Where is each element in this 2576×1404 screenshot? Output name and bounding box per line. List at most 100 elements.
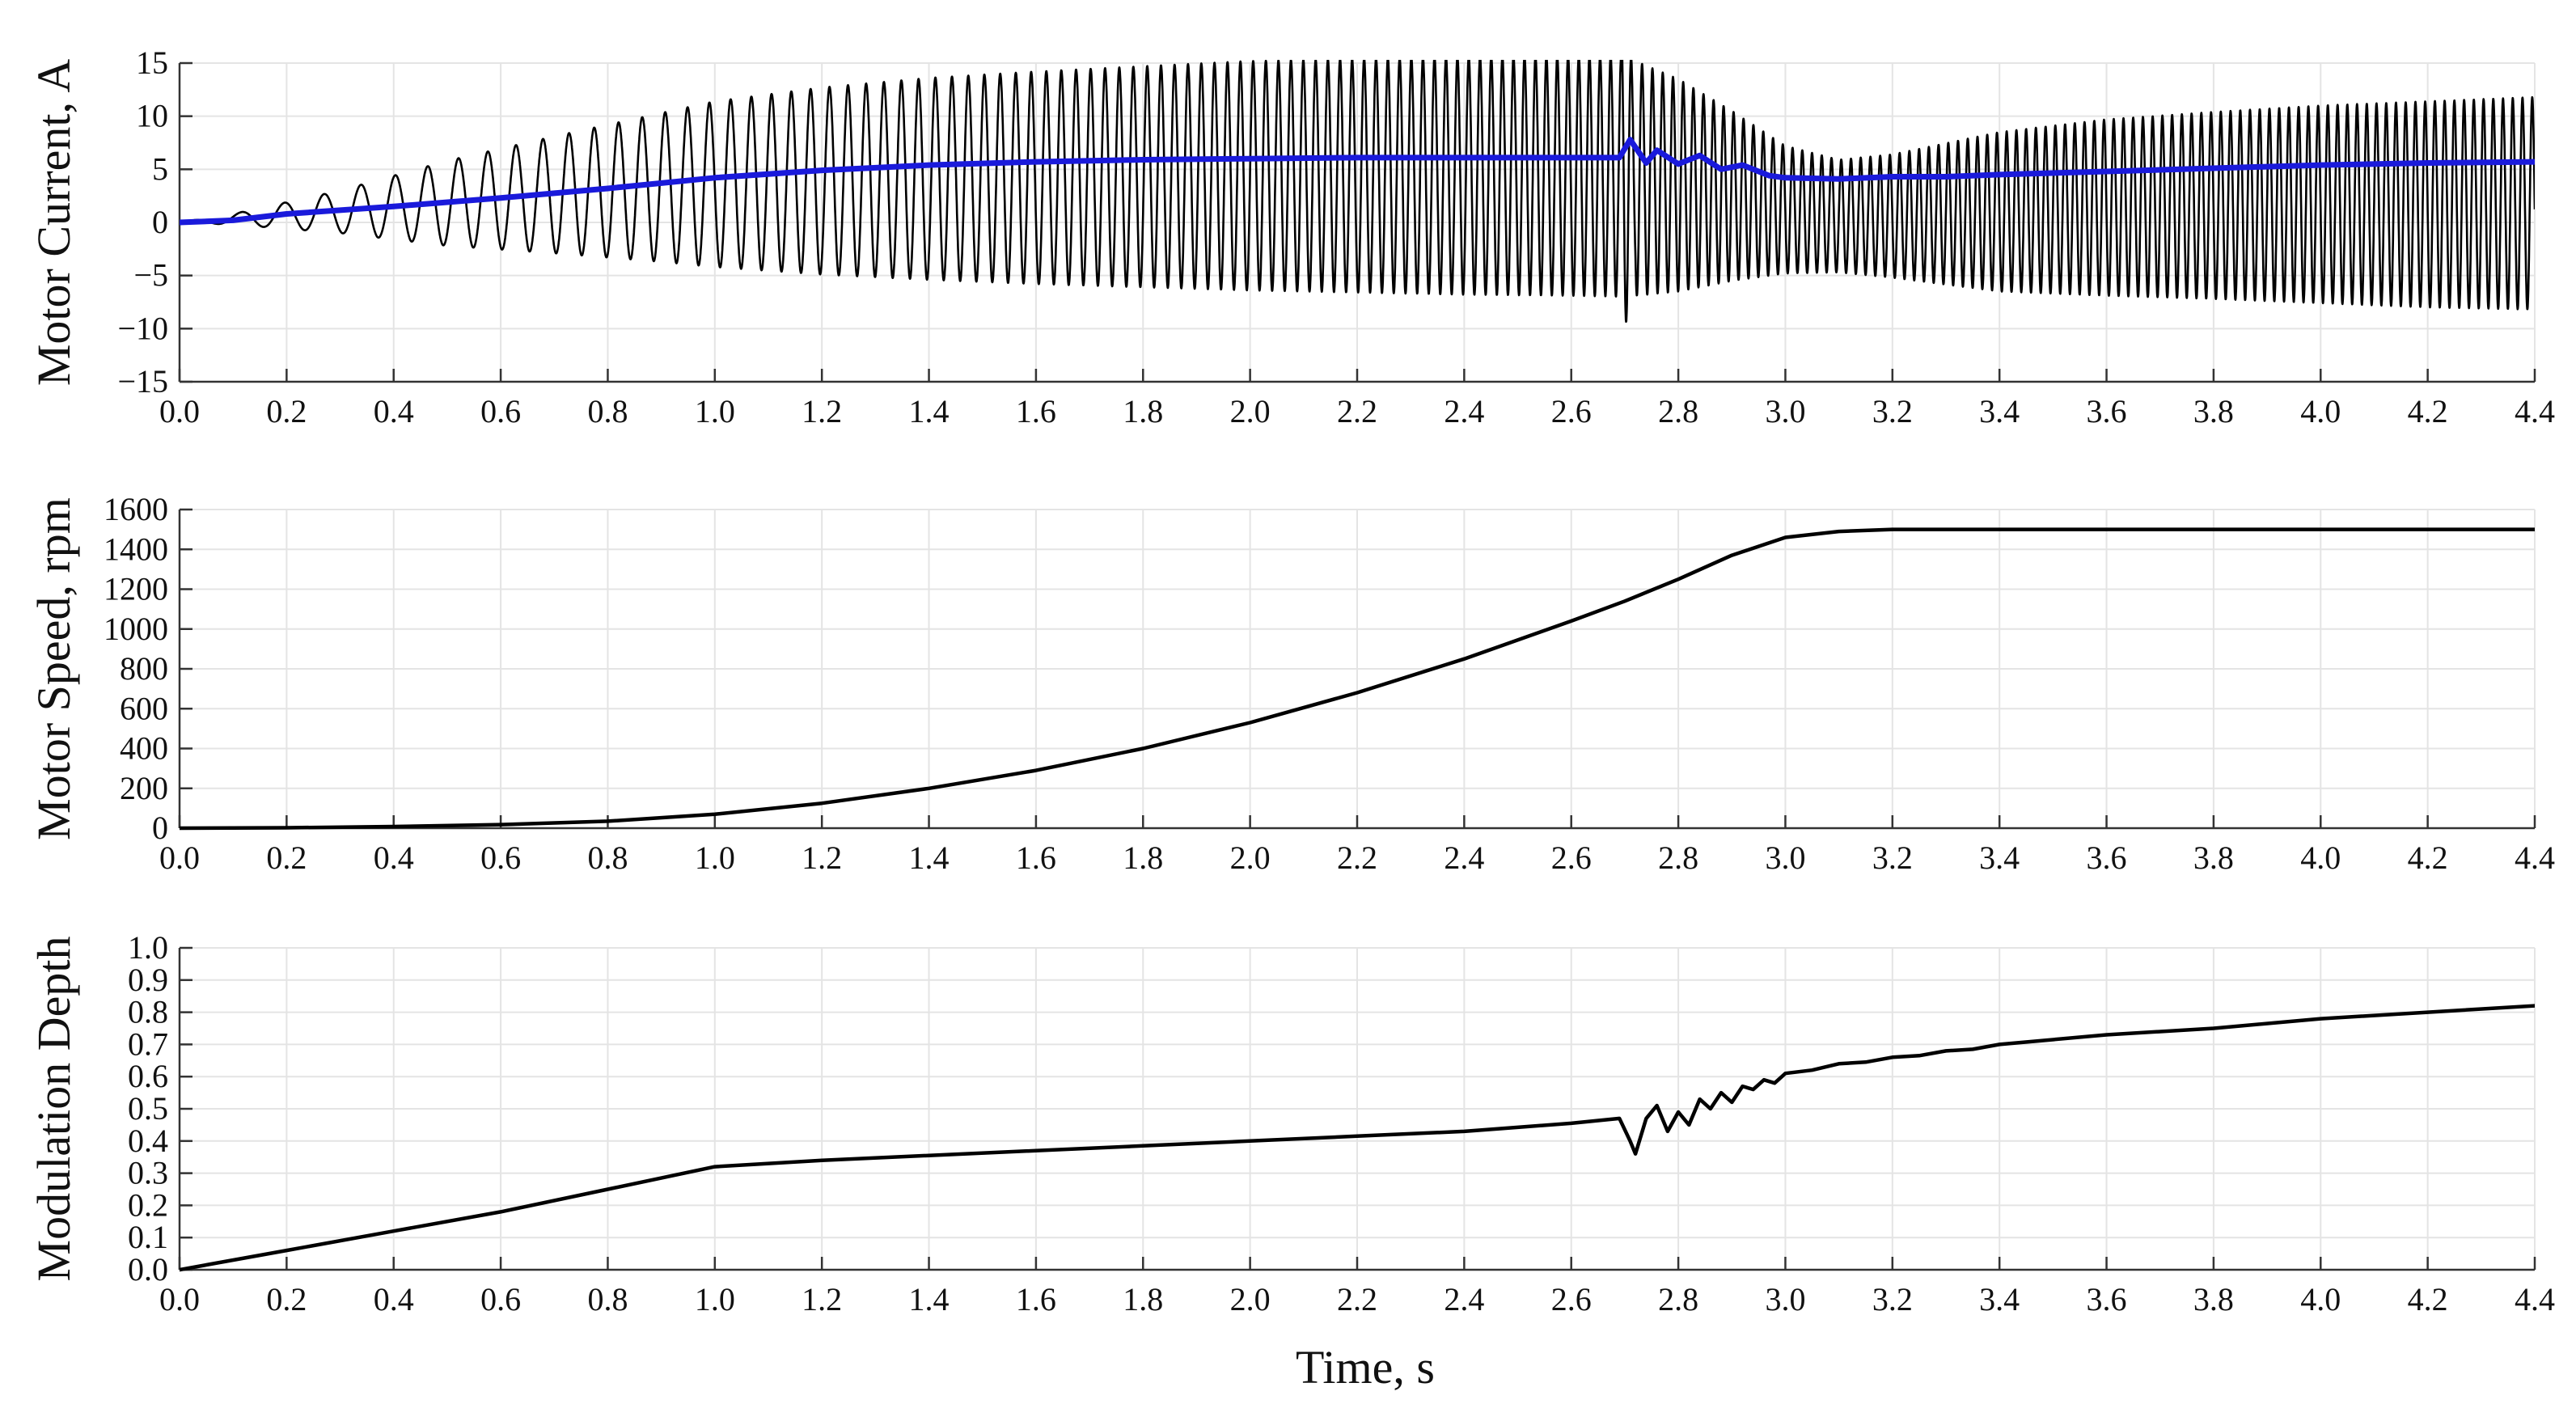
modulation-y-tick-label: 0.1 xyxy=(128,1219,168,1255)
current-x-tick-label: 1.6 xyxy=(1016,393,1056,429)
speed-y-axis-title: Motor Speed, rpm xyxy=(27,497,80,840)
current-y-axis-title: Motor Current, A xyxy=(27,59,80,386)
speed-x-tick-label: 2.8 xyxy=(1658,839,1698,876)
speed-series-group xyxy=(180,527,2535,831)
speed-x-tick-label: 2.6 xyxy=(1551,839,1592,876)
modulation-x-tick-label: 2.4 xyxy=(1444,1281,1484,1317)
modulation-x-tick-label: 3.8 xyxy=(2193,1281,2234,1317)
current-x-tick-label: 3.6 xyxy=(2087,393,2127,429)
speed-x-tick-label: 0.0 xyxy=(159,839,200,876)
modulation-x-tick-label: 0.8 xyxy=(587,1281,628,1317)
current-x-tick-label: 3.0 xyxy=(1765,393,1805,429)
current-x-tick-label: 2.6 xyxy=(1551,393,1592,429)
modulation-x-tick-label: 4.2 xyxy=(2408,1281,2448,1317)
current-x-tick-label: 3.2 xyxy=(1872,393,1913,429)
modulation-x-tick-label: 1.4 xyxy=(909,1281,950,1317)
modulation-x-tick-label: 2.2 xyxy=(1337,1281,1377,1317)
current-x-tick-label: 0.4 xyxy=(374,393,414,429)
current-y-tick-label: 5 xyxy=(152,150,168,187)
speed-y-tick-label: 1200 xyxy=(104,571,168,607)
speed-x-tick-label: 0.8 xyxy=(587,839,628,876)
current-x-tick-label: 4.4 xyxy=(2515,393,2555,429)
current-x-tick-label: 2.4 xyxy=(1444,393,1484,429)
speed-x-tick-label: 1.2 xyxy=(802,839,842,876)
current-x-tick-label: 3.4 xyxy=(1979,393,2020,429)
speed-y-tick-label: 800 xyxy=(120,650,168,687)
speed-y-tick-label: 200 xyxy=(120,770,168,806)
modulation-x-tick-label: 3.4 xyxy=(1979,1281,2020,1317)
current-series-current-magnitude xyxy=(180,137,2535,226)
current-y-tick-label: −15 xyxy=(117,363,168,400)
speed-y-tick-label: 400 xyxy=(120,730,168,767)
modulation-y-tick-label: 0.5 xyxy=(128,1090,168,1127)
current-x-tick-label: 2.0 xyxy=(1230,393,1271,429)
current-series-phase-current xyxy=(180,60,2535,324)
current-y-tick-label: −10 xyxy=(117,310,168,346)
modulation-y-tick-label: 0.9 xyxy=(128,962,168,998)
modulation-y-tick-label: 0.4 xyxy=(128,1123,168,1159)
modulation-y-axis-title: Modulation Depth xyxy=(27,937,80,1282)
current-series-group xyxy=(180,60,2535,324)
speed-x-tick-label: 3.6 xyxy=(2087,839,2127,876)
speed-panel: 0.0 0.2 0.4 0.6 0.8 1.0 1.2 1.4 1.6 1.8 2.0 2.2 2.4 2… xyxy=(27,491,2555,876)
speed-series-motor-speed xyxy=(180,527,2535,831)
modulation-x-tick-label: 2.8 xyxy=(1658,1281,1698,1317)
x-axis-title: Time, s xyxy=(1296,1341,1435,1393)
modulation-y-tick-label: 0.8 xyxy=(128,994,168,1030)
speed-x-tick-label: 0.6 xyxy=(480,839,521,876)
current-x-tick-label: 1.0 xyxy=(695,393,735,429)
modulation-x-tick-label: 3.6 xyxy=(2087,1281,2127,1317)
modulation-x-tick-label: 3.0 xyxy=(1765,1281,1805,1317)
modulation-y-tick-label: 0.6 xyxy=(128,1058,168,1094)
modulation-x-tick-label: 4.4 xyxy=(2515,1281,2555,1317)
current-y-tick-label: 0 xyxy=(152,204,168,240)
current-x-tick-label: 4.2 xyxy=(2408,393,2448,429)
modulation-panel: 0.0 0.2 0.4 0.6 0.8 1.0 1.2 1.4 1.6 1.8 2.0 2.2 2.4 2… xyxy=(27,929,2555,1317)
current-x-tick-label: 1.2 xyxy=(802,393,842,429)
current-y-tick-label: 15 xyxy=(136,44,168,81)
modulation-y-tick-label: 0.2 xyxy=(128,1186,168,1223)
speed-x-tick-label: 1.0 xyxy=(695,839,735,876)
speed-x-tick-label: 2.4 xyxy=(1444,839,1484,876)
modulation-x-tick-label: 4.0 xyxy=(2300,1281,2341,1317)
speed-y-tick-label: 1400 xyxy=(104,531,168,567)
speed-x-tick-label: 0.2 xyxy=(266,839,307,876)
speed-x-tick-label: 3.8 xyxy=(2193,839,2234,876)
modulation-x-tick-label: 1.2 xyxy=(802,1281,842,1317)
current-x-tick-label: 0.2 xyxy=(266,393,307,429)
modulation-series-group xyxy=(180,1004,2535,1272)
modulation-x-tick-label: 0.2 xyxy=(266,1281,307,1317)
modulation-x-tick-label: 1.8 xyxy=(1123,1281,1163,1317)
speed-y-tick-label: 1600 xyxy=(104,491,168,527)
speed-x-tick-label: 3.2 xyxy=(1872,839,1913,876)
current-panel: 0.0 0.2 0.4 0.6 0.8 1.0 1.2 1.4 1.6 1.8 2.0 2.2 2.4 2… xyxy=(27,44,2555,429)
modulation-x-tick-label: 1.6 xyxy=(1016,1281,1056,1317)
speed-x-tick-label: 1.8 xyxy=(1123,839,1163,876)
modulation-x-tick-label: 2.0 xyxy=(1230,1281,1271,1317)
speed-y-tick-label: 1000 xyxy=(104,611,168,647)
speed-x-tick-label: 3.0 xyxy=(1765,839,1805,876)
modulation-x-tick-label: 2.6 xyxy=(1551,1281,1592,1317)
modulation-x-tick-label: 0.0 xyxy=(159,1281,200,1317)
speed-x-tick-label: 1.6 xyxy=(1016,839,1056,876)
current-y-tick-label: 10 xyxy=(136,98,168,134)
modulation-y-tick-label: 0.0 xyxy=(128,1251,168,1288)
current-x-tick-label: 2.2 xyxy=(1337,393,1377,429)
modulation-y-tick-label: 0.7 xyxy=(128,1026,168,1062)
current-x-tick-label: 0.6 xyxy=(480,393,521,429)
speed-y-tick-label: 0 xyxy=(152,810,168,846)
modulation-x-tick-label: 0.4 xyxy=(374,1281,414,1317)
speed-y-tick-label: 600 xyxy=(120,690,168,726)
modulation-series-modulation-depth xyxy=(180,1004,2535,1272)
current-y-tick-label: −5 xyxy=(133,257,168,294)
modulation-x-tick-label: 1.0 xyxy=(695,1281,735,1317)
modulation-x-tick-label: 3.2 xyxy=(1872,1281,1913,1317)
modulation-x-tick-label: 0.6 xyxy=(480,1281,521,1317)
current-x-tick-label: 2.8 xyxy=(1658,393,1698,429)
current-x-tick-label: 1.8 xyxy=(1123,393,1163,429)
speed-x-tick-label: 4.2 xyxy=(2408,839,2448,876)
speed-x-tick-label: 0.4 xyxy=(374,839,414,876)
speed-x-tick-label: 3.4 xyxy=(1979,839,2020,876)
speed-x-tick-label: 2.0 xyxy=(1230,839,1271,876)
